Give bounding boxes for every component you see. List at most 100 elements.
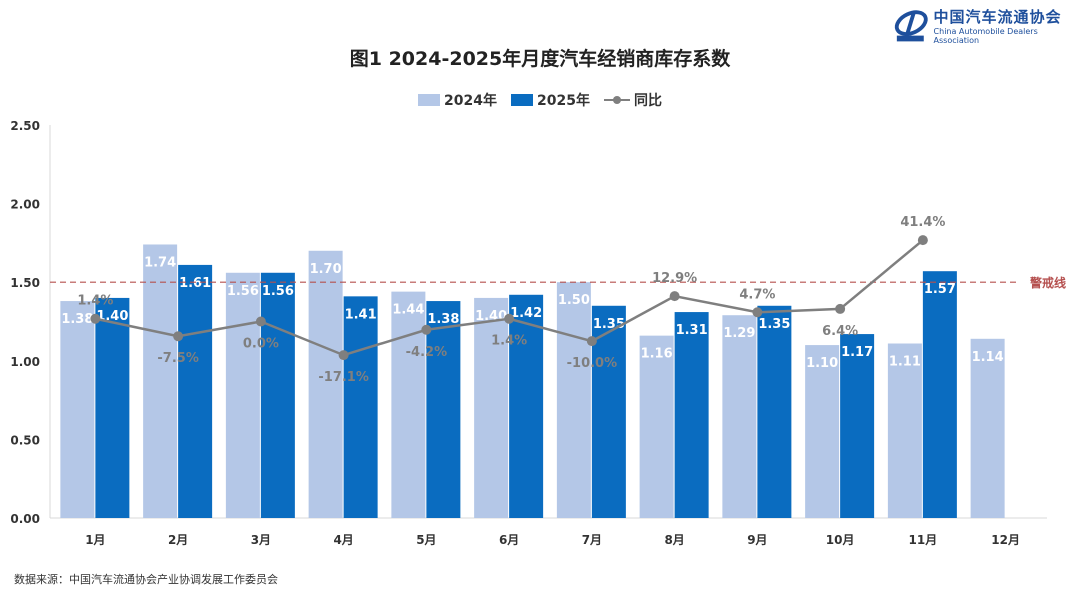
x-tick-label: 3月 [251, 533, 271, 547]
x-tick-label: 11月 [909, 533, 938, 547]
bar-2024 [60, 301, 95, 518]
legend-swatch-2025 [511, 94, 533, 106]
bar-2025 [426, 301, 461, 518]
yoy-value-label: -7.5% [157, 351, 198, 366]
bar-value-label: 1.38 [427, 312, 459, 327]
logo-name-cn: 中国汽车流通协会 [933, 8, 1062, 26]
y-tick-label: 0.50 [10, 433, 40, 447]
yoy-value-label: -4.2% [406, 345, 447, 360]
x-tick-label: 12月 [991, 533, 1020, 547]
bar-2024 [556, 282, 591, 518]
yoy-point [752, 307, 763, 318]
bar-value-label: 1.70 [310, 262, 342, 277]
bar-value-label: 1.41 [345, 307, 377, 322]
y-tick-label: 2.50 [10, 119, 40, 133]
bar-2024 [308, 250, 343, 518]
bar-value-label: 1.10 [806, 356, 838, 371]
legend-label-2024: 2024年 [444, 93, 497, 109]
bar-2025 [95, 297, 130, 518]
legend-label-yoy: 同比 [633, 93, 662, 109]
yoy-value-label: 4.7% [739, 287, 775, 302]
legend-swatch-2024 [418, 94, 441, 106]
cada-emblem-icon [894, 9, 928, 41]
yoy-value-label: 0.0% [243, 337, 279, 352]
bar-2024 [225, 272, 260, 518]
y-tick-label: 1.50 [10, 276, 40, 290]
bar-value-label: 1.56 [262, 284, 294, 299]
bar-2025 [509, 294, 544, 518]
bar-value-label: 1.35 [758, 317, 790, 332]
x-tick-label: 4月 [333, 533, 353, 547]
bar-2024 [722, 315, 757, 518]
bar-value-label: 1.14 [972, 350, 1004, 365]
bar-2025 [178, 264, 213, 518]
bar-2025 [757, 305, 792, 518]
y-tick-label: 2.00 [10, 198, 40, 212]
x-tick-label: 8月 [664, 533, 684, 547]
yoy-value-label: -10.0% [567, 356, 618, 371]
cada-logo: 中国汽车流通协会 China Automobile Dealers Associ… [893, 6, 1080, 45]
x-tick-label: 2月 [168, 533, 188, 547]
bar-value-label: 1.61 [179, 276, 211, 291]
yoy-point [421, 324, 432, 335]
yoy-value-label: -17.1% [318, 370, 369, 385]
yoy-value-label: 41.4% [900, 215, 945, 230]
yoy-point [90, 313, 101, 324]
legend-item-yoy: 同比 [603, 90, 662, 110]
yoy-point [669, 291, 680, 302]
bar-value-label: 1.31 [676, 323, 708, 338]
bar-value-label: 1.74 [144, 255, 176, 270]
bar-2024 [391, 291, 426, 518]
yoy-point [504, 313, 515, 324]
yoy-point [338, 350, 349, 361]
source-note: 数据来源：中国汽车流通协会产业协调发展工作委员会 [14, 573, 278, 586]
legend: 2024年 2025年 同比 [0, 90, 1080, 110]
bar-value-label: 1.56 [227, 284, 259, 299]
yoy-value-label: 12.9% [652, 271, 697, 286]
bar-value-label: 1.35 [593, 317, 625, 332]
yoy-point [835, 303, 846, 314]
bar-2025 [260, 272, 295, 518]
y-tick-label: 0.00 [10, 512, 40, 526]
x-tick-label: 1月 [85, 533, 105, 547]
yoy-point [586, 336, 597, 347]
bar-value-label: 1.57 [924, 282, 956, 297]
bar-value-label: 1.17 [841, 345, 873, 360]
bar-2024 [474, 297, 509, 518]
chart-title: 图1 2024-2025年月度汽车经销商库存系数 [349, 48, 731, 70]
bar-2025 [840, 334, 875, 518]
bar-2024 [639, 335, 674, 518]
x-tick-label: 7月 [582, 533, 602, 547]
bar-2025 [343, 296, 378, 518]
x-tick-label: 9月 [747, 533, 767, 547]
bar-2025 [591, 305, 626, 518]
legend-swatch-yoy [603, 96, 630, 104]
yoy-value-label: 1.4% [77, 294, 113, 309]
legend-item-2025: 2025年 [511, 90, 590, 110]
x-tick-label: 6月 [499, 533, 519, 547]
bar-value-label: 1.11 [889, 355, 921, 370]
yoy-value-label: 6.4% [822, 324, 858, 339]
threshold-label: 警戒线 [1029, 275, 1066, 290]
bar-2024 [805, 345, 840, 518]
yoy-value-label: 1.4% [491, 334, 527, 349]
bar-2024 [887, 343, 922, 518]
bar-2025 [922, 271, 957, 518]
x-tick-label: 5月 [416, 533, 436, 547]
bar-2025 [674, 312, 709, 518]
bar-value-label: 1.29 [723, 326, 755, 341]
yoy-point [173, 331, 184, 342]
logo-name-en: China Automobile Dealers Association [933, 27, 1038, 45]
bar-2024 [143, 244, 178, 519]
legend-label-2025: 2025年 [537, 93, 590, 109]
bar-value-label: 1.50 [558, 293, 590, 308]
bar-value-label: 1.44 [392, 303, 424, 318]
bar-value-label: 1.16 [641, 347, 673, 362]
x-tick-label: 10月 [826, 533, 855, 547]
yoy-point [917, 235, 928, 246]
legend-item-2024: 2024年 [418, 90, 497, 110]
bar-value-label: 1.42 [510, 306, 542, 321]
yoy-point [255, 316, 266, 327]
bar-value-label: 1.38 [61, 312, 93, 327]
